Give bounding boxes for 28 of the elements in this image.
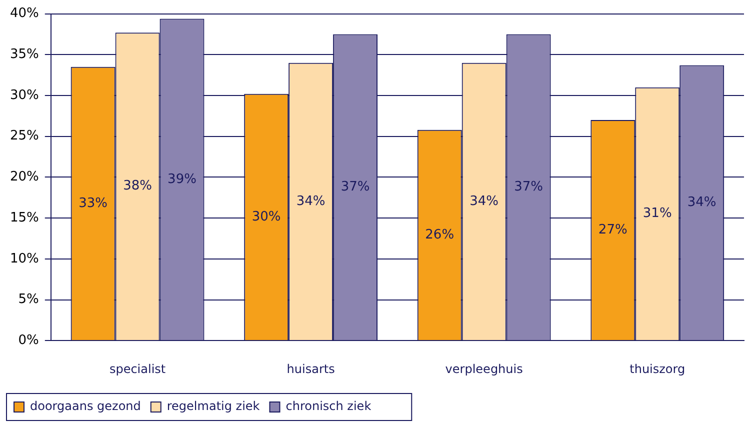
y-tick-label: 35%: [10, 47, 39, 62]
y-tick-label: 40%: [10, 6, 39, 22]
y-tick-label: 0%: [18, 332, 39, 348]
data-label: 31%: [642, 206, 672, 222]
y-tick-label: 15%: [10, 210, 39, 226]
x-tick-label: verpleeghuis: [445, 362, 523, 376]
data-label: 27%: [598, 222, 628, 238]
x-tick-label: thuiszorg: [630, 362, 686, 376]
data-label: 33%: [78, 196, 108, 211]
data-label: 38%: [123, 178, 152, 194]
x-tick-label: specialist: [109, 362, 166, 376]
legend-label: chronisch ziek: [286, 399, 372, 414]
data-label: 30%: [252, 209, 281, 224]
y-tick-label: 20%: [10, 170, 39, 185]
data-label: 26%: [425, 227, 454, 242]
data-label: 34%: [470, 194, 499, 209]
y-tick-label: 30%: [10, 88, 39, 103]
y-tick-label: 5%: [18, 292, 39, 308]
y-tick-label: 10%: [10, 251, 39, 266]
x-tick-label: huisarts: [286, 362, 335, 376]
legend-label: doorgaans gezond: [30, 399, 141, 414]
legend-label: regelmatig ziek: [166, 399, 260, 414]
data-label: 34%: [687, 195, 716, 210]
data-label: 39%: [168, 172, 196, 187]
data-label: 37%: [514, 180, 544, 195]
y-tick-label: 25%: [10, 128, 39, 144]
data-label: 37%: [340, 180, 370, 195]
data-label: 34%: [296, 194, 326, 209]
